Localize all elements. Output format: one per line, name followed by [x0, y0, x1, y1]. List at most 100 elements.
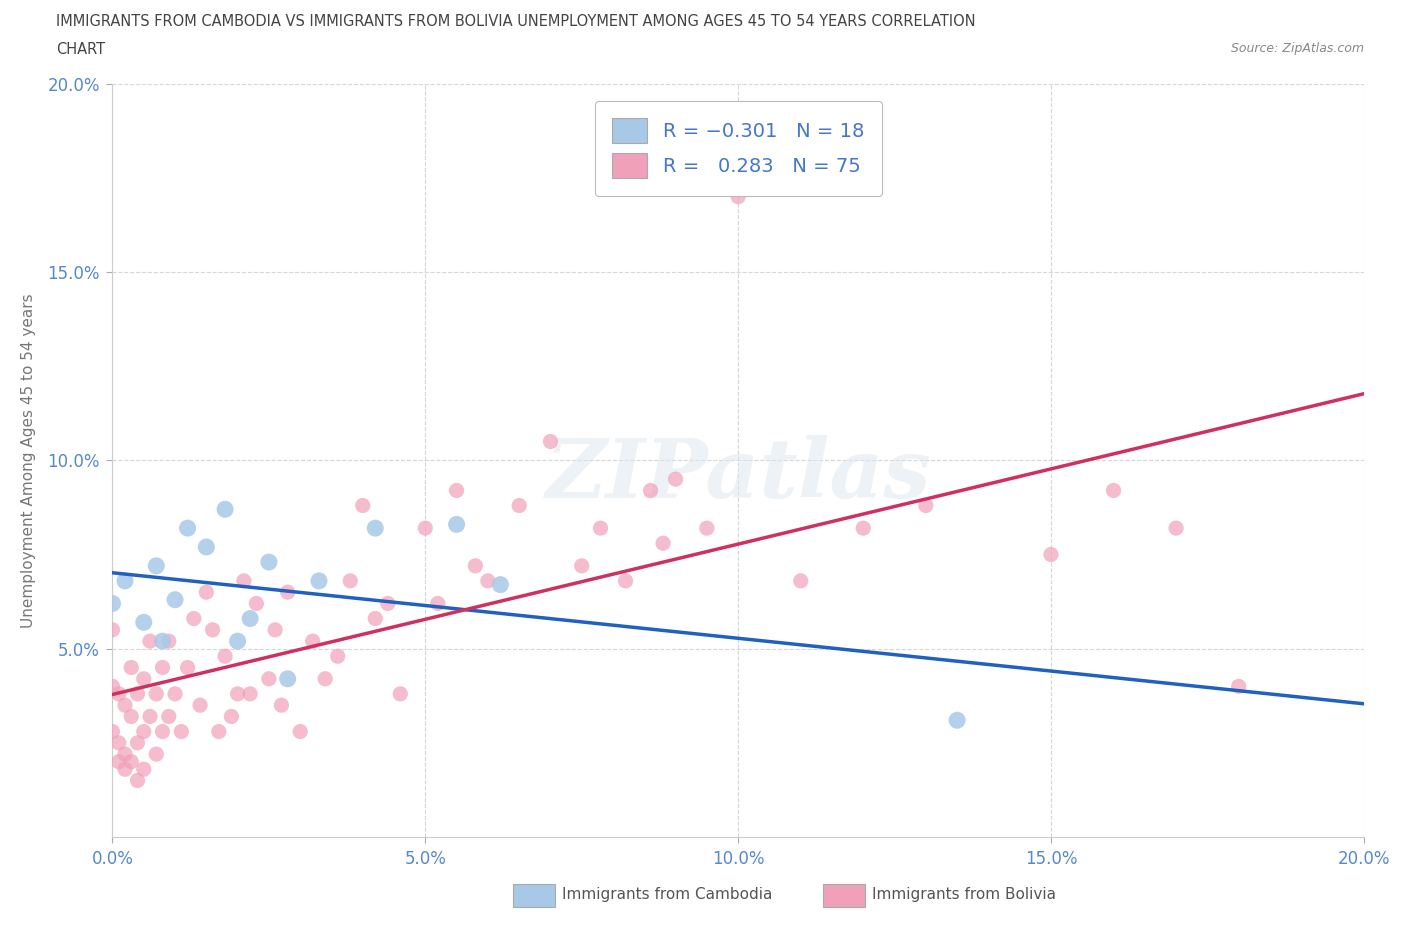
Point	[101, 724, 124, 739]
Text: CHART: CHART	[56, 42, 105, 57]
Point	[226, 686, 249, 701]
Point	[183, 611, 205, 626]
Point	[696, 521, 718, 536]
Point	[1102, 483, 1125, 498]
Point	[188, 698, 211, 712]
Point	[226, 633, 249, 648]
Point	[1166, 521, 1188, 536]
Point	[132, 724, 155, 739]
Point	[640, 483, 662, 498]
Point	[446, 483, 468, 498]
Point	[790, 574, 813, 589]
Point	[157, 633, 180, 648]
Point	[107, 754, 129, 769]
Point	[101, 679, 124, 694]
Point	[132, 615, 155, 630]
Point	[101, 622, 124, 637]
Point	[176, 521, 198, 536]
Point	[946, 712, 969, 727]
Y-axis label: Unemployment Among Ages 45 to 54 years: Unemployment Among Ages 45 to 54 years	[21, 293, 37, 628]
Point	[120, 754, 142, 769]
Point	[114, 574, 136, 589]
Point	[152, 633, 174, 648]
Point	[464, 558, 486, 573]
Point	[145, 747, 167, 762]
Point	[127, 773, 149, 788]
Point	[145, 686, 167, 701]
Point	[132, 762, 155, 777]
Point	[489, 578, 512, 592]
Point	[114, 762, 136, 777]
Point	[614, 574, 637, 589]
Point	[290, 724, 312, 739]
Point	[201, 622, 224, 637]
Point	[139, 633, 162, 648]
Point	[540, 434, 562, 449]
Point	[170, 724, 193, 739]
Point	[195, 539, 218, 554]
Point	[214, 649, 236, 664]
Text: IMMIGRANTS FROM CAMBODIA VS IMMIGRANTS FROM BOLIVIA UNEMPLOYMENT AMONG AGES 45 T: IMMIGRANTS FROM CAMBODIA VS IMMIGRANTS F…	[56, 14, 976, 29]
Point	[145, 558, 167, 573]
Point	[114, 698, 136, 712]
Point	[208, 724, 231, 739]
Point	[221, 709, 243, 724]
Point	[163, 592, 186, 607]
Point	[314, 671, 336, 686]
Point	[107, 736, 129, 751]
Text: ZIPatlas: ZIPatlas	[546, 435, 931, 515]
Point	[389, 686, 412, 701]
Point	[652, 536, 675, 551]
Point	[114, 747, 136, 762]
Point	[446, 517, 468, 532]
Point	[270, 698, 292, 712]
Point	[277, 671, 299, 686]
Point	[257, 671, 280, 686]
Text: Source: ZipAtlas.com: Source: ZipAtlas.com	[1230, 42, 1364, 55]
Point	[352, 498, 374, 513]
Point	[195, 585, 218, 600]
Point	[308, 574, 330, 589]
Point	[239, 611, 262, 626]
Point	[245, 596, 267, 611]
Point	[377, 596, 399, 611]
Point	[232, 574, 254, 589]
Point	[364, 521, 387, 536]
Point	[1227, 679, 1250, 694]
Point	[1039, 547, 1063, 562]
Point	[127, 686, 149, 701]
Point	[264, 622, 287, 637]
Legend: R = −0.301   N = 18, R =   0.283   N = 75: R = −0.301 N = 18, R = 0.283 N = 75	[595, 101, 882, 195]
Point	[589, 521, 612, 536]
Point	[339, 574, 361, 589]
Point	[664, 472, 686, 486]
Point	[214, 502, 236, 517]
Point	[727, 190, 749, 205]
Point	[415, 521, 437, 536]
Point	[301, 633, 323, 648]
Text: Immigrants from Cambodia: Immigrants from Cambodia	[562, 887, 773, 902]
Point	[852, 521, 875, 536]
Point	[120, 660, 142, 675]
Point	[508, 498, 530, 513]
Point	[277, 585, 299, 600]
Point	[257, 554, 280, 569]
Point	[915, 498, 938, 513]
Point	[163, 686, 186, 701]
Text: Immigrants from Bolivia: Immigrants from Bolivia	[872, 887, 1056, 902]
Point	[120, 709, 142, 724]
Point	[477, 574, 499, 589]
Point	[132, 671, 155, 686]
Point	[239, 686, 262, 701]
Point	[571, 558, 593, 573]
Point	[364, 611, 387, 626]
Point	[127, 736, 149, 751]
Point	[152, 724, 174, 739]
Point	[326, 649, 349, 664]
Point	[152, 660, 174, 675]
Point	[176, 660, 198, 675]
Point	[139, 709, 162, 724]
Point	[101, 596, 124, 611]
Point	[107, 686, 129, 701]
Point	[157, 709, 180, 724]
